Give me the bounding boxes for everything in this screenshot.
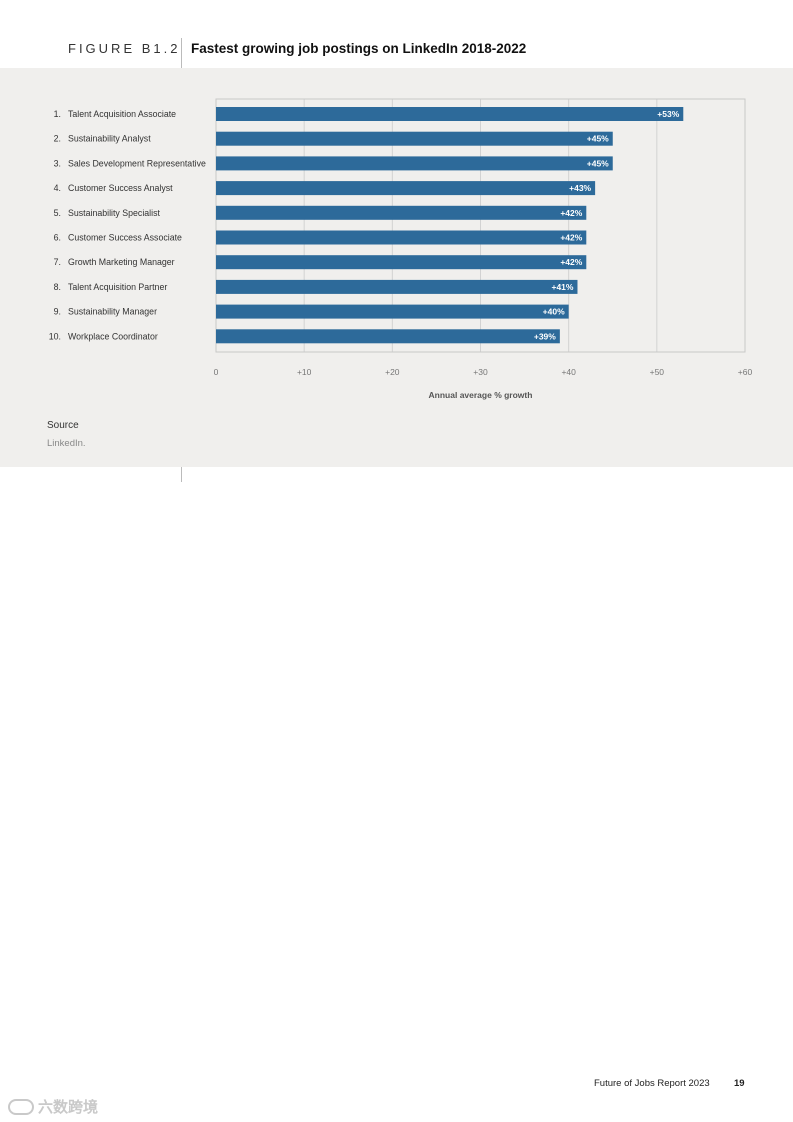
figure-label: FIGURE B1.2 (68, 41, 181, 56)
category-label: Talent Acquisition Associate (68, 109, 176, 119)
figure-title: Fastest growing job postings on LinkedIn… (191, 41, 527, 56)
category-label: Sales Development Representative (68, 158, 206, 168)
rank-label: 9. (54, 307, 61, 317)
bar (216, 255, 587, 270)
category-label: Talent Acquisition Partner (68, 282, 167, 292)
x-tick-label: 0 (214, 367, 219, 377)
category-label: Sustainability Analyst (68, 134, 151, 144)
bar (216, 230, 587, 245)
x-tick-label: +10 (297, 367, 312, 377)
value-label: +40% (543, 307, 565, 317)
rank-label: 5. (54, 208, 61, 218)
category-label: Customer Success Analyst (68, 183, 173, 193)
x-tick-label: +20 (385, 367, 400, 377)
source-text: LinkedIn. (47, 438, 86, 449)
x-tick-labels: 0 +10 +20 +30 +40 +50 +60 (214, 367, 753, 377)
value-label: +45% (587, 158, 609, 168)
value-label: +42% (560, 233, 582, 243)
value-label: +42% (560, 208, 582, 218)
value-label: +42% (560, 257, 582, 267)
watermark-text: 六数跨境 (38, 1099, 99, 1116)
footer-report-title: Future of Jobs Report 2023 (594, 1078, 710, 1089)
rank-label: 10. (49, 331, 61, 341)
plot-frame (215, 98, 746, 353)
bars (216, 107, 684, 344)
watermark-logo-icon (8, 1098, 34, 1115)
header-divider (181, 38, 182, 68)
bar (216, 304, 569, 319)
x-tick-label: +60 (738, 367, 753, 377)
x-axis-label: Annual average % growth (429, 390, 533, 400)
figure-header: FIGURE B1.2 Fastest growing job postings… (0, 0, 793, 68)
source-heading: Source (47, 420, 79, 431)
rank-label: 1. (54, 109, 61, 119)
x-tick-label: +40 (561, 367, 576, 377)
bar (216, 279, 578, 294)
value-label: +41% (551, 282, 573, 292)
value-label: +53% (657, 109, 679, 119)
x-tick-label: +50 (650, 367, 665, 377)
rank-label: 8. (54, 282, 61, 292)
bar (216, 181, 596, 196)
value-label: +43% (569, 183, 591, 193)
category-labels: 1. Talent Acquisition Associate 2. Sustaina… (49, 109, 206, 341)
value-label: +45% (587, 134, 609, 144)
value-label: +39% (534, 331, 556, 341)
bar (216, 107, 684, 121)
rank-label: 6. (54, 233, 61, 243)
value-labels: +53% +45% +45% +43% +42% +42% +42% +41% +40% +39% (534, 109, 680, 341)
category-label: Growth Marketing Manager (68, 257, 175, 267)
bar (216, 156, 613, 171)
bar-chart: +53% +45% +45% +43% +42% +42% +42% +41% +40% +39%… (49, 98, 753, 400)
bar (216, 131, 613, 146)
watermark: 六数跨境 (8, 1096, 98, 1117)
category-label: Workplace Coordinator (68, 331, 158, 341)
rank-label: 4. (54, 183, 61, 193)
category-label: Sustainability Specialist (68, 208, 160, 218)
footer-page-number: 19 (734, 1078, 745, 1089)
rank-label: 7. (54, 257, 61, 267)
bar (216, 205, 587, 220)
rank-label: 3. (54, 158, 61, 168)
x-tick-label: +30 (473, 367, 488, 377)
rank-label: 2. (54, 134, 61, 144)
footer-divider (181, 467, 182, 482)
category-label: Sustainability Manager (68, 307, 157, 317)
bar (216, 329, 560, 344)
category-label: Customer Success Associate (68, 233, 182, 243)
